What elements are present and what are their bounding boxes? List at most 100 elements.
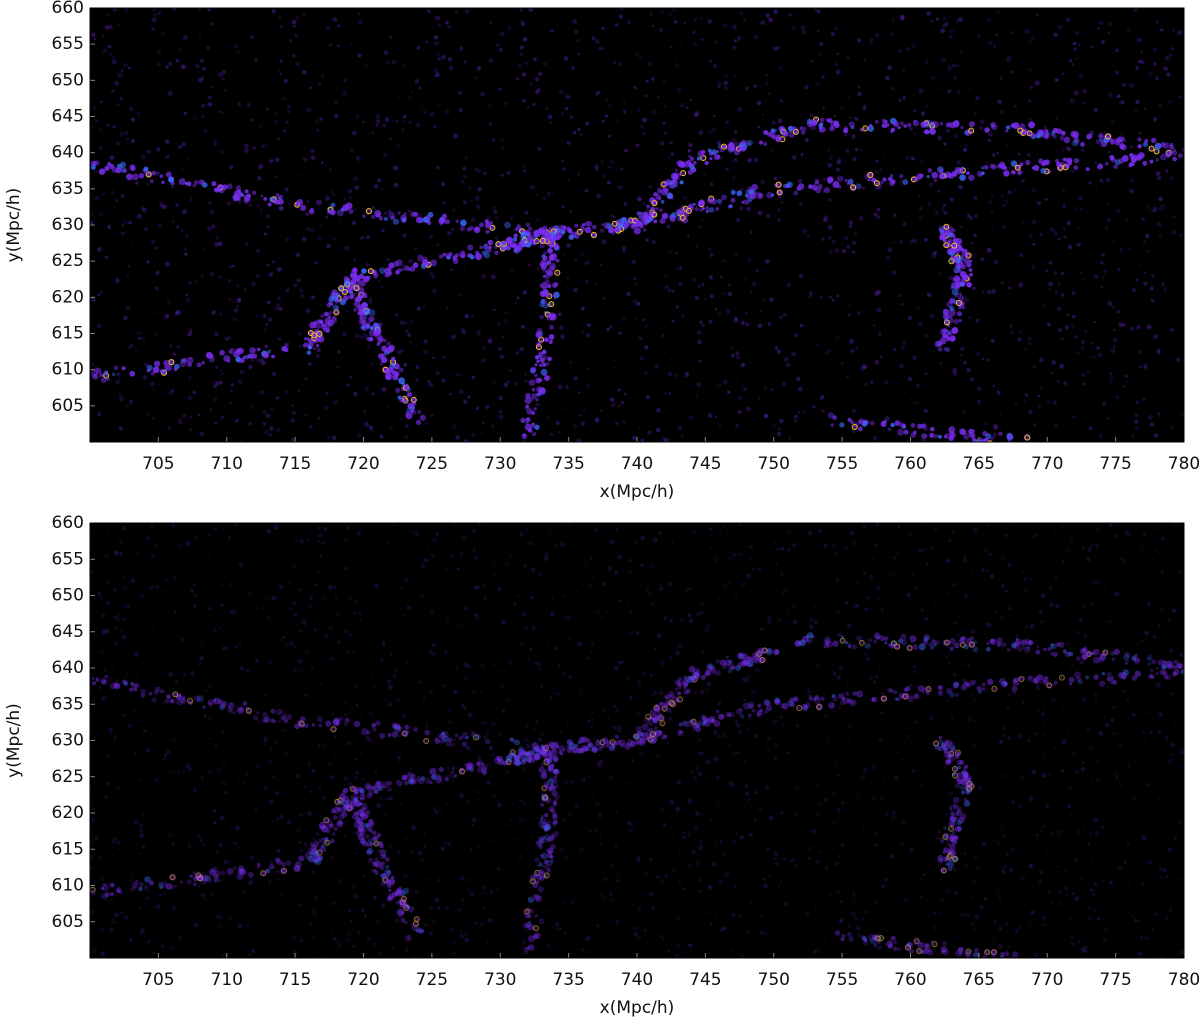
texture-dot xyxy=(1165,169,1168,172)
texture-dot xyxy=(107,123,110,126)
texture-dot xyxy=(433,125,436,128)
texture-dot xyxy=(897,126,900,129)
y-tick-label: 655 xyxy=(52,34,84,54)
texture-dot xyxy=(816,665,819,668)
texture-dot xyxy=(1006,144,1009,147)
texture-dot xyxy=(161,181,164,184)
texture-dot xyxy=(201,776,204,779)
texture-dot xyxy=(652,25,654,27)
texture-dot xyxy=(215,744,218,747)
texture-dot xyxy=(1171,47,1174,50)
texture-dot xyxy=(353,832,355,834)
texture-dot xyxy=(1089,906,1092,909)
texture-dot xyxy=(482,421,485,424)
texture-dot xyxy=(674,60,676,62)
texture-dot xyxy=(1023,577,1027,581)
texture-dot xyxy=(881,421,887,427)
texture-dot xyxy=(735,723,740,728)
texture-dot xyxy=(354,611,358,615)
texture-dot xyxy=(864,383,868,387)
texture-dot xyxy=(587,323,591,327)
texture-dot xyxy=(617,725,622,730)
texture-dot xyxy=(638,426,641,429)
texture-dot xyxy=(722,259,726,263)
texture-dot xyxy=(1119,144,1124,149)
texture-dot xyxy=(909,848,913,852)
texture-dot xyxy=(1048,742,1050,744)
texture-dot xyxy=(488,246,491,249)
texture-dot xyxy=(522,612,527,617)
texture-dot xyxy=(384,217,388,221)
texture-dot xyxy=(126,173,133,180)
texture-dot xyxy=(596,194,601,199)
texture-dot xyxy=(168,426,172,430)
texture-dot xyxy=(316,347,321,352)
texture-dot xyxy=(241,667,244,670)
texture-dot xyxy=(387,542,390,545)
texture-dot xyxy=(668,371,673,376)
texture-dot xyxy=(1074,91,1079,96)
texture-dot xyxy=(264,785,268,789)
texture-dot xyxy=(1053,400,1057,404)
texture-dot xyxy=(1134,414,1138,418)
texture-dot xyxy=(405,330,409,334)
texture-dot xyxy=(578,230,582,234)
texture-dot xyxy=(221,372,224,375)
texture-dot xyxy=(738,410,742,414)
texture-dot xyxy=(731,694,735,698)
texture-dot xyxy=(441,182,445,186)
texture-dot xyxy=(271,355,275,359)
texture-dot xyxy=(1178,153,1183,158)
texture-dot xyxy=(1062,705,1065,708)
texture-dot xyxy=(489,890,493,894)
texture-dot xyxy=(900,345,904,349)
texture-dot xyxy=(248,422,251,425)
texture-dot xyxy=(734,253,738,257)
texture-dot xyxy=(180,637,184,641)
texture-dot xyxy=(957,245,962,250)
texture-dot xyxy=(397,699,401,703)
x-tick-label: 750 xyxy=(758,454,790,474)
texture-dot xyxy=(638,936,641,939)
texture-dot xyxy=(715,914,718,917)
texture-dot xyxy=(739,835,744,840)
texture-dot xyxy=(726,528,730,532)
texture-dot xyxy=(669,13,672,16)
texture-dot xyxy=(233,317,237,321)
texture-dot xyxy=(1083,634,1087,638)
texture-dot xyxy=(544,337,549,342)
texture-dot xyxy=(526,744,531,749)
texture-dot xyxy=(852,872,855,875)
texture-dot xyxy=(220,369,223,372)
texture-dot xyxy=(675,252,678,255)
texture-dot xyxy=(502,335,505,338)
texture-dot xyxy=(899,364,904,369)
texture-dot xyxy=(635,317,637,319)
texture-dot xyxy=(395,669,398,672)
texture-dot xyxy=(699,611,703,615)
texture-dot xyxy=(733,840,736,843)
texture-dot xyxy=(134,819,139,824)
texture-dot xyxy=(573,376,578,381)
texture-dot xyxy=(93,107,97,111)
texture-dot xyxy=(1029,797,1034,802)
texture-dot xyxy=(640,580,642,582)
texture-dot xyxy=(106,601,110,605)
texture-dot xyxy=(574,29,579,34)
texture-dot xyxy=(228,279,231,282)
texture-dot xyxy=(435,532,439,536)
texture-dot xyxy=(464,938,469,943)
texture-dot xyxy=(668,289,671,292)
texture-dot xyxy=(265,323,268,326)
texture-dot xyxy=(688,415,692,419)
texture-dot xyxy=(987,290,991,294)
texture-dot xyxy=(1173,215,1176,218)
texture-dot xyxy=(299,813,303,817)
texture-dot xyxy=(1174,523,1179,528)
texture-dot xyxy=(395,388,400,393)
texture-dot xyxy=(476,204,481,209)
texture-dot xyxy=(253,354,258,359)
texture-dot xyxy=(1033,366,1036,369)
texture-dot xyxy=(125,306,130,311)
texture-dot xyxy=(416,46,420,50)
